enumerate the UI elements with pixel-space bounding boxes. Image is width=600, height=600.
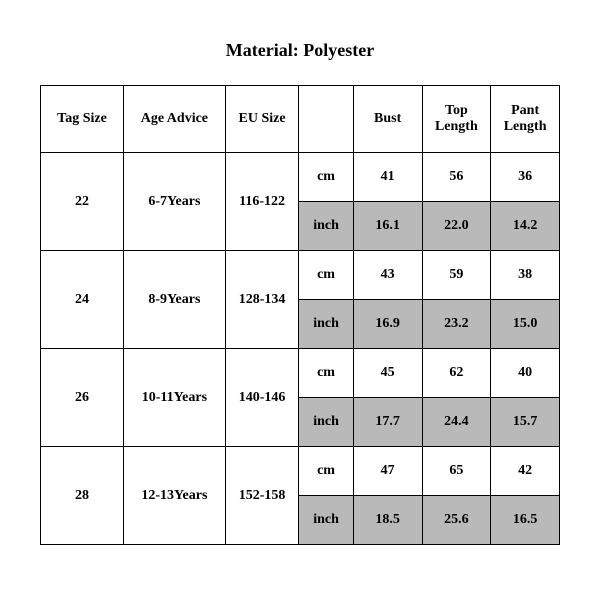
cell-pant-inch: 15.7	[491, 398, 560, 447]
cell-top-cm: 65	[422, 447, 491, 496]
cell-pant-cm: 38	[491, 251, 560, 300]
cell-eu-size: 140-146	[225, 349, 298, 447]
col-pant-length: Pant Length	[491, 86, 560, 153]
size-table: Tag Size Age Advice EU Size Bust Top Len…	[40, 85, 560, 545]
cell-eu-size: 116-122	[225, 153, 298, 251]
cell-bust-inch: 16.1	[353, 202, 422, 251]
col-top-length: Top Length	[422, 86, 491, 153]
cell-bust-cm: 45	[353, 349, 422, 398]
cell-tag-size: 24	[41, 251, 124, 349]
size-table-body: 22 6-7Years 116-122 cm 41 56 36 inch 16.…	[41, 153, 560, 545]
cell-pant-inch: 14.2	[491, 202, 560, 251]
cell-top-cm: 56	[422, 153, 491, 202]
cell-pant-inch: 15.0	[491, 300, 560, 349]
col-tag-size: Tag Size	[41, 86, 124, 153]
cell-pant-cm: 42	[491, 447, 560, 496]
cell-unit-cm: cm	[299, 349, 354, 398]
cell-eu-size: 152-158	[225, 447, 298, 545]
cell-bust-inch: 17.7	[353, 398, 422, 447]
table-row: 28 12-13Years 152-158 cm 47 65 42	[41, 447, 560, 496]
cell-tag-size: 28	[41, 447, 124, 545]
cell-unit-inch: inch	[299, 496, 354, 545]
cell-top-inch: 22.0	[422, 202, 491, 251]
cell-pant-cm: 36	[491, 153, 560, 202]
cell-bust-cm: 47	[353, 447, 422, 496]
cell-bust-cm: 43	[353, 251, 422, 300]
cell-tag-size: 22	[41, 153, 124, 251]
table-row: 24 8-9Years 128-134 cm 43 59 38	[41, 251, 560, 300]
cell-age-advice: 8-9Years	[123, 251, 225, 349]
table-row: 26 10-11Years 140-146 cm 45 62 40	[41, 349, 560, 398]
cell-eu-size: 128-134	[225, 251, 298, 349]
cell-top-cm: 59	[422, 251, 491, 300]
cell-top-inch: 24.4	[422, 398, 491, 447]
cell-pant-inch: 16.5	[491, 496, 560, 545]
cell-unit-cm: cm	[299, 251, 354, 300]
cell-age-advice: 12-13Years	[123, 447, 225, 545]
cell-top-cm: 62	[422, 349, 491, 398]
cell-age-advice: 10-11Years	[123, 349, 225, 447]
col-age-advice: Age Advice	[123, 86, 225, 153]
header-row: Tag Size Age Advice EU Size Bust Top Len…	[41, 86, 560, 153]
cell-tag-size: 26	[41, 349, 124, 447]
cell-top-inch: 25.6	[422, 496, 491, 545]
cell-unit-cm: cm	[299, 447, 354, 496]
table-row: 22 6-7Years 116-122 cm 41 56 36	[41, 153, 560, 202]
cell-age-advice: 6-7Years	[123, 153, 225, 251]
col-bust: Bust	[353, 86, 422, 153]
cell-top-inch: 23.2	[422, 300, 491, 349]
page-title: Material: Polyester	[40, 40, 560, 61]
cell-pant-cm: 40	[491, 349, 560, 398]
size-chart-page: Material: Polyester Tag Size Age Advice …	[0, 0, 600, 565]
cell-unit-inch: inch	[299, 202, 354, 251]
cell-unit-cm: cm	[299, 153, 354, 202]
cell-unit-inch: inch	[299, 300, 354, 349]
col-eu-size: EU Size	[225, 86, 298, 153]
col-unit	[299, 86, 354, 153]
cell-bust-inch: 18.5	[353, 496, 422, 545]
cell-bust-cm: 41	[353, 153, 422, 202]
cell-unit-inch: inch	[299, 398, 354, 447]
cell-bust-inch: 16.9	[353, 300, 422, 349]
